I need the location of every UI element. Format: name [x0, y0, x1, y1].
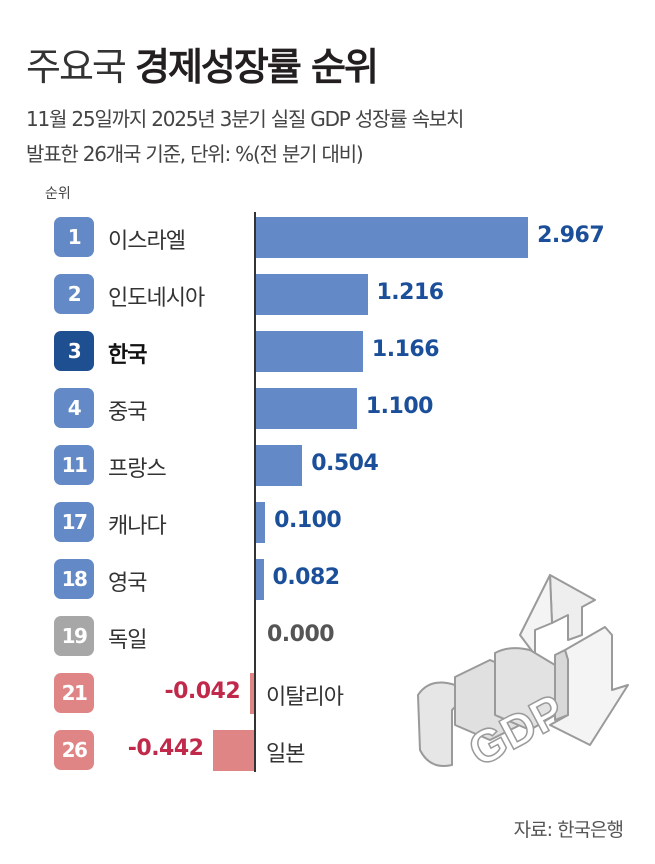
- value-label: -0.042: [164, 679, 241, 704]
- value-label: 1.216: [376, 280, 445, 305]
- value-bar: [256, 559, 264, 600]
- gdp-up-down-arrows-icon: GDP: [417, 574, 629, 775]
- value-bar: [256, 217, 529, 258]
- bar-row: 26 일본 -0.442: [0, 730, 655, 787]
- bar-row: 17 캐나다 0.100: [0, 502, 655, 559]
- rank-header: 순위: [45, 186, 71, 202]
- subtitle-line1: 11월 25일까지 2025년 3분기 실질 GDP 성장률 속보치: [26, 107, 464, 131]
- value-bar: [256, 445, 303, 486]
- rank-badge: 1: [54, 217, 94, 257]
- bar-row: 18 영국 0.082: [0, 559, 655, 616]
- value-label: -0.442: [127, 736, 204, 761]
- title-bold: 경제성장률 순위: [134, 45, 379, 89]
- country-name: 이스라엘: [108, 229, 186, 254]
- country-name: 프랑스: [108, 457, 167, 482]
- value-label: 0.504: [311, 451, 379, 476]
- chart-title: 주요국 경제성장률 순위: [26, 36, 379, 91]
- bar-row: 19 독일 0.000: [0, 616, 655, 673]
- bar-row: 21 이탈리아 -0.042: [0, 673, 655, 730]
- title-light: 주요국: [26, 45, 127, 89]
- country-name: 한국: [108, 343, 147, 368]
- bar-row: 1 이스라엘 2.967: [0, 217, 655, 274]
- value-label: 0.082: [272, 565, 341, 590]
- value-bar: [256, 331, 363, 372]
- value-label: 0.100: [274, 508, 342, 533]
- value-bar: [256, 388, 357, 429]
- rank-badge: 26: [54, 730, 94, 770]
- country-name: 일본: [266, 742, 305, 767]
- bar-row: 3 한국 1.166: [0, 331, 655, 388]
- country-name: 캐나다: [108, 514, 167, 539]
- rank-badge: 19: [54, 616, 94, 656]
- source-note: 자료: 한국은행: [513, 819, 624, 841]
- bar-row: 11 프랑스 0.504: [0, 445, 655, 502]
- value-bar: [250, 673, 254, 714]
- country-name: 중국: [108, 400, 147, 425]
- value-label: 1.100: [365, 394, 434, 419]
- bar-row: 2 인도네시아 1.216: [0, 274, 655, 331]
- value-label: 2.967: [537, 223, 605, 248]
- rank-badge: 21: [54, 673, 94, 713]
- country-name: 영국: [108, 571, 147, 596]
- value-bar: [256, 502, 266, 543]
- rank-badge: 11: [54, 445, 94, 485]
- rank-badge: 4: [54, 388, 94, 428]
- country-name: 이탈리아: [266, 685, 344, 710]
- value-label: 0.000: [267, 622, 335, 647]
- rank-badge: 18: [54, 559, 94, 599]
- country-name: 인도네시아: [108, 286, 205, 311]
- rank-badge: 3: [54, 331, 94, 371]
- subtitle-line2: 발표한 26개국 기준, 단위: %(전 분기 대비): [26, 142, 364, 166]
- country-name: 독일: [108, 628, 147, 653]
- value-bar: [213, 730, 254, 771]
- rank-badge: 2: [54, 274, 94, 314]
- value-label: 1.166: [371, 337, 440, 362]
- value-bar: [256, 274, 368, 315]
- bar-row: 4 중국 1.100: [0, 388, 655, 445]
- zero-axis: [254, 212, 256, 772]
- rank-badge: 17: [54, 502, 94, 542]
